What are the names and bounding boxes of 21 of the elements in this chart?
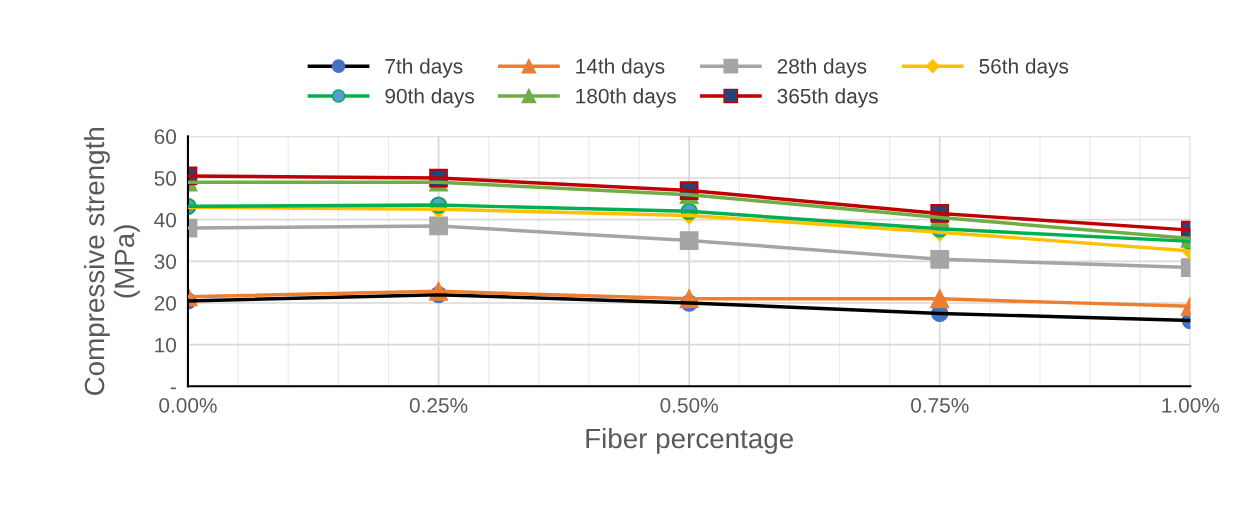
legend-label: 28th days xyxy=(777,58,867,78)
legend-label: 365th days xyxy=(777,88,878,108)
legend-label: 180th days xyxy=(576,88,676,108)
x-tick-label: 0.25% xyxy=(409,397,468,413)
y-tick-label: 40 xyxy=(154,212,177,228)
y-tick-label: 50 xyxy=(154,171,177,186)
y-axis-title: Compressive strength (MPa) xyxy=(83,128,140,395)
legend-label: 56th days xyxy=(979,58,1069,78)
y-tick-label: 30 xyxy=(154,254,177,270)
x-tick-label: 0.50% xyxy=(660,397,718,413)
y-tick-label: 60 xyxy=(154,129,177,145)
x-axis-title: Fiber percentage xyxy=(586,427,793,454)
y-tick-label: - xyxy=(170,387,176,390)
y-tick-label: 10 xyxy=(155,337,177,353)
legend-label: 7th days xyxy=(385,58,463,78)
legend-label: 90th days xyxy=(385,88,474,108)
x-tick-label: 0.75% xyxy=(911,397,969,413)
y-tick-label: 20 xyxy=(154,296,177,311)
x-tick-label: 0.00% xyxy=(159,397,217,413)
legend-label: 14th days xyxy=(576,58,665,78)
x-tick-label: 1.00% xyxy=(1162,397,1220,413)
